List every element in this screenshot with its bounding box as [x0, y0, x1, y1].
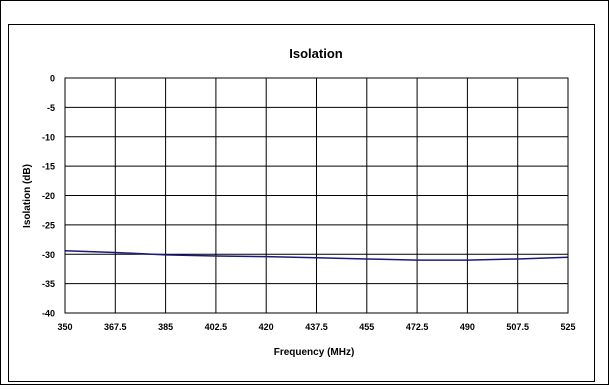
y-tick-label: -15 — [42, 162, 55, 172]
x-tick-label: 385 — [158, 322, 173, 332]
x-tick-label: 367.5 — [104, 322, 127, 332]
chart-area-border — [8, 24, 595, 382]
y-tick-label: -10 — [42, 132, 55, 142]
y-tick-label: -35 — [42, 279, 55, 289]
x-tick-label: 507.5 — [506, 322, 529, 332]
y-tick-label: 0 — [50, 74, 55, 84]
x-tick-label: 420 — [259, 322, 274, 332]
y-tick-label: -5 — [47, 103, 55, 113]
x-tick-label: 437.5 — [305, 322, 328, 332]
y-tick-label: -25 — [42, 220, 55, 230]
chart-title: Isolation — [289, 46, 343, 61]
x-tick-label: 402.5 — [205, 322, 228, 332]
series-layer — [64, 249, 569, 261]
series-line — [64, 249, 569, 261]
x-tick-label: 350 — [57, 322, 72, 332]
y-axis-label: Isolation (dB) — [22, 164, 33, 228]
x-tick-label: 455 — [359, 322, 374, 332]
x-axis-label: Frequency (MHz) — [274, 347, 355, 358]
x-tick-label: 525 — [560, 322, 575, 332]
x-tick-label: 472.5 — [406, 322, 429, 332]
y-tick-label: -40 — [42, 309, 55, 319]
plot-area-border — [64, 77, 569, 314]
x-tick-label: 490 — [460, 322, 475, 332]
y-tick-label: -30 — [42, 250, 55, 260]
y-tick-label: -20 — [42, 191, 55, 201]
